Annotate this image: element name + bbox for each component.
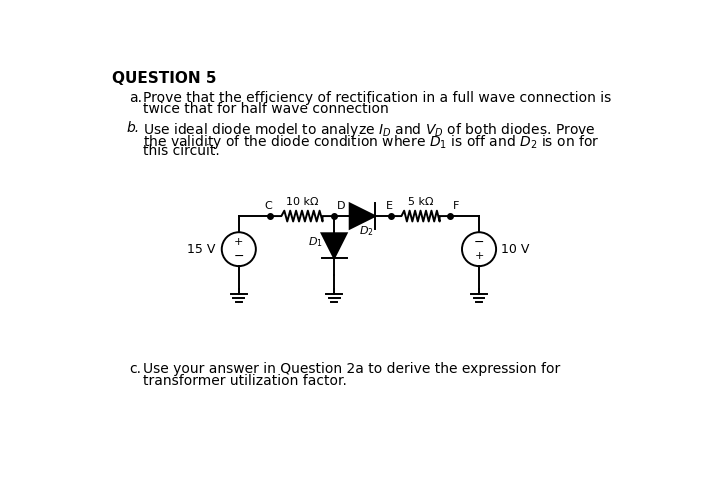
Text: E: E	[386, 201, 392, 211]
Text: 5 kΩ: 5 kΩ	[408, 197, 433, 207]
Text: $D_2$: $D_2$	[359, 224, 374, 238]
Text: twice that for half wave connection: twice that for half wave connection	[143, 102, 389, 116]
Text: −: −	[474, 236, 485, 249]
Text: Use your answer in Question 2a to derive the expression for: Use your answer in Question 2a to derive…	[143, 363, 560, 376]
Polygon shape	[350, 203, 375, 229]
Text: Prove that the efficiency of rectification in a full wave connection is: Prove that the efficiency of rectificati…	[143, 91, 611, 105]
Text: $D_1$: $D_1$	[308, 235, 323, 249]
Text: b.: b.	[127, 122, 140, 135]
Text: the validity of the diode condition where $D_1$ is off and $D_2$ is on for: the validity of the diode condition wher…	[143, 133, 599, 151]
Text: +: +	[234, 237, 243, 247]
Text: QUESTION 5: QUESTION 5	[112, 71, 216, 86]
Text: 15 V: 15 V	[187, 243, 215, 255]
Text: Use ideal diode model to analyze $I_D$ and $V_D$ of both diodes. Prove: Use ideal diode model to analyze $I_D$ a…	[143, 122, 595, 139]
Text: 10 V: 10 V	[500, 243, 529, 255]
Polygon shape	[322, 233, 346, 258]
Text: 10 kΩ: 10 kΩ	[286, 197, 318, 207]
Text: this circuit.: this circuit.	[143, 144, 220, 158]
Text: −: −	[233, 250, 244, 263]
Text: a.: a.	[129, 91, 142, 105]
Text: +: +	[474, 251, 484, 261]
Text: F: F	[453, 201, 459, 211]
Text: C: C	[264, 201, 272, 211]
Text: transformer utilization factor.: transformer utilization factor.	[143, 374, 346, 388]
Text: c.: c.	[129, 363, 140, 376]
Text: D: D	[336, 201, 345, 211]
